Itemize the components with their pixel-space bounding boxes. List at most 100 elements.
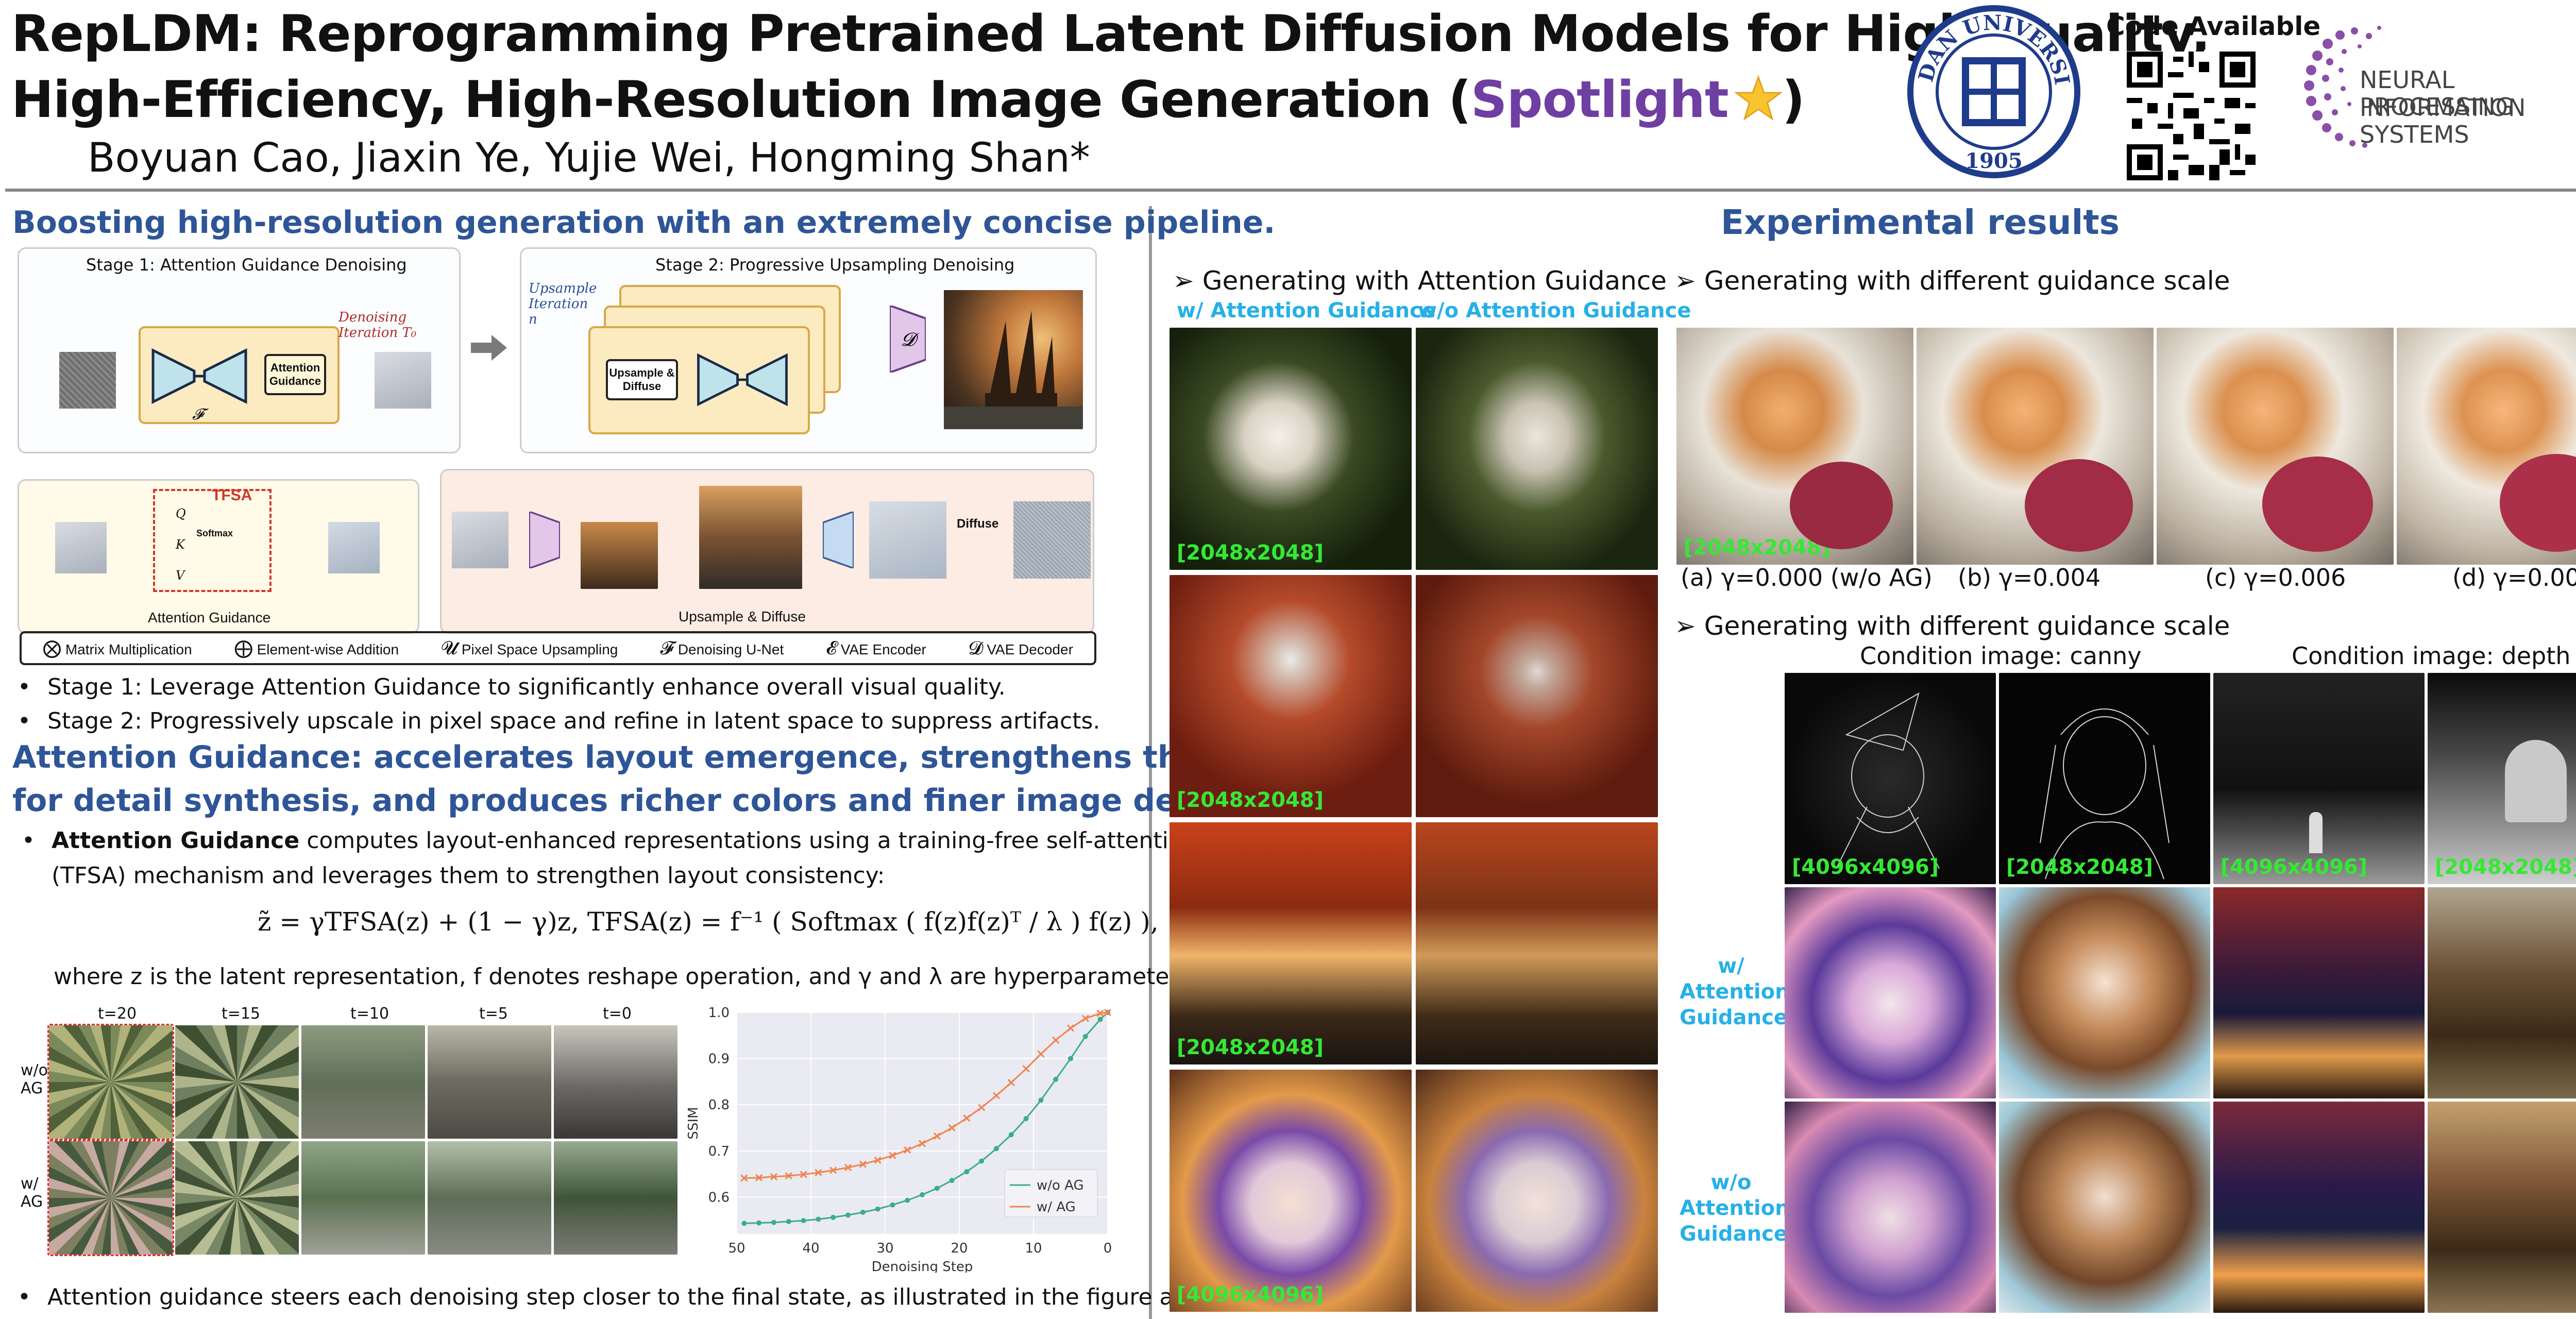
series-0-point-10 xyxy=(890,1202,895,1208)
author-list: Boyuan Cao, Jiaxin Ye, Yujie Wei, Hongmi… xyxy=(88,135,1090,181)
series-1-point-2 xyxy=(770,1173,778,1180)
car-wag-t0 xyxy=(554,1141,677,1255)
stage1-panel: Stage 1: Attention Guidance Denoising At… xyxy=(18,247,461,453)
res-tag-forest: [2048x2048] xyxy=(1177,1036,1324,1059)
neurips-line-1: NEURAL INFORMATION xyxy=(2360,66,2526,122)
q-label: Q xyxy=(176,506,186,521)
z0-image xyxy=(375,352,431,409)
car-woag-t15 xyxy=(175,1025,299,1139)
series-0-point-9 xyxy=(875,1206,880,1212)
y-tick-label-3: 0.9 xyxy=(708,1052,730,1067)
row-label-wag: w/ AG xyxy=(21,1175,43,1211)
experimental-results-heading: Experimental results xyxy=(1721,202,2120,242)
stage1-title: Stage 1: Attention Guidance Denoising xyxy=(86,255,407,275)
upsample-diffuse-detail: Diffuse Upsample & Diffuse xyxy=(440,469,1094,634)
series-0-point-19 xyxy=(1023,1116,1029,1122)
astronaut-wag: [2048x2048] xyxy=(1170,575,1412,817)
condition-canny-label: Condition image: canny xyxy=(1860,642,2142,670)
forest-woag xyxy=(1416,822,1658,1064)
upsample-diffuse-detail-label: Upsample & Diffuse xyxy=(679,608,806,624)
row-label-wag-right: w/ Attention Guidance xyxy=(1680,953,1790,1030)
row-wag-l2: Attention xyxy=(1680,980,1790,1004)
series-0-point-1 xyxy=(756,1220,762,1226)
guidance-scale-heading-2-text: Generating with different guidance scale xyxy=(1704,611,2230,641)
guidance-scale-heading-1: ➢ Generating with different guidance sca… xyxy=(1674,266,2230,296)
caption-gamma-0: (a) γ=0.000 (w/o AG) xyxy=(1681,564,1933,591)
series-1-point-25 xyxy=(1104,1008,1112,1017)
stacked-unet-1: Upsample & Diffuse xyxy=(588,326,810,434)
y-tick-label-2: 0.8 xyxy=(708,1097,730,1113)
ag-rest-1: computes layout-enhanced representations… xyxy=(299,827,1197,854)
series-1-point-14 xyxy=(948,1124,956,1132)
row-woag-l1: w/o xyxy=(1710,1171,1752,1194)
row-wag-l3: Guidance xyxy=(1680,1006,1788,1029)
series-1-point-17 xyxy=(992,1092,1001,1100)
ag-bold: Attention Guidance xyxy=(52,827,300,854)
series-1-point-19 xyxy=(1022,1065,1030,1073)
softmax-label: Softmax xyxy=(196,528,233,538)
series-0-point-21 xyxy=(1053,1076,1059,1082)
series-1-point-1 xyxy=(755,1174,763,1181)
series-0-point-24 xyxy=(1097,1017,1103,1022)
title-line-1: RepLDM: Reprogramming Pretrained Latent … xyxy=(11,5,2211,63)
series-1-point-11 xyxy=(904,1146,911,1154)
res-tag-depth-1: [4096x4096] xyxy=(2221,855,2368,879)
series-1-point-13 xyxy=(933,1132,941,1140)
row-woag-l3: Guidance xyxy=(1680,1222,1788,1246)
timestep-grid: t=20 t=15 t=10 t=5 t=0 w/o AG w/ AG xyxy=(21,1005,677,1262)
series-1-point-12 xyxy=(918,1140,926,1147)
car-woag-t5 xyxy=(428,1025,551,1139)
title-line-2: High-Efficiency, High-Resolution Image G… xyxy=(11,67,2210,133)
y-tick-label-1: 0.7 xyxy=(708,1144,730,1159)
ag-rest-2: (TFSA) mechanism and leverages them to s… xyxy=(52,863,885,889)
gen-city-wag xyxy=(2213,887,2425,1098)
row-label-woag-right: w/o Attention Guidance xyxy=(1680,1170,1790,1247)
arrow-right-icon xyxy=(471,335,507,361)
series-0-point-8 xyxy=(860,1209,866,1215)
series-1-point-9 xyxy=(874,1156,882,1164)
ssim-chart-svg: 0.6 0.7 0.8 0.9 1.0 50 40 30 20 10 0 Denoising Step… xyxy=(686,1005,1112,1275)
guidance-scale-heading-2: ➢ Generating with different guidance sca… xyxy=(1674,611,2230,641)
header-divider xyxy=(5,189,2576,192)
noise-image xyxy=(59,352,116,409)
canny-witch: [4096x4096] xyxy=(1785,673,1996,884)
row-label-woag: w/o AG xyxy=(21,1061,48,1097)
series-0-point-2 xyxy=(771,1220,776,1225)
series-0-point-20 xyxy=(1038,1097,1044,1103)
latent-encoded-image xyxy=(869,501,946,579)
column-divider xyxy=(1149,206,1152,1319)
upsample-diffuse-box: Upsample & Diffuse xyxy=(606,359,678,400)
col-label-woag: w/o Attention Guidance xyxy=(1418,299,1691,323)
series-0-point-0 xyxy=(741,1221,747,1226)
caption-gamma-009: (d) γ=0.009 xyxy=(2452,564,2576,591)
gen-city-woag xyxy=(2213,1102,2425,1313)
x-axis-label: Denoising Step xyxy=(872,1259,973,1273)
stage2-panel: Stage 2: Progressive Upsampling Denoisin… xyxy=(520,247,1097,453)
tfsa-equation: z̃ = γTFSA(z) + (1 − γ)z, TFSA(z) = f⁻¹ … xyxy=(258,907,1159,937)
qr-code[interactable] xyxy=(2127,52,2256,180)
x-tick-label-3: 20 xyxy=(951,1241,968,1256)
series-1-point-10 xyxy=(889,1152,896,1159)
vae-decoder-icon xyxy=(529,512,560,568)
astronaut-woag xyxy=(1416,575,1658,817)
k-label: K xyxy=(176,537,185,552)
arrow-head-icon-3: ➢ xyxy=(1674,611,1704,641)
anime-girl-wag: [4096x4096] xyxy=(1170,1070,1412,1312)
canny-girl: [2048x2048] xyxy=(1999,673,2210,884)
neurips-line-2: PROCESSING SYSTEMS xyxy=(2360,93,2514,148)
star-icon xyxy=(1734,75,1782,121)
unet-symbol: 𝓕 xyxy=(192,405,204,424)
cat-gamma-009 xyxy=(2397,328,2576,565)
sec2-title-line-2: for detail synthesis, and produces riche… xyxy=(12,783,1263,819)
vae-encoder-icon xyxy=(823,512,854,568)
unet-box: Attention Guidance 𝓕 xyxy=(139,326,340,424)
denoising-iteration-label: Denoising Iteration T₀ xyxy=(338,310,417,341)
symbol-legend: ⨂ Matrix Multiplication ⨁ Element-wise A… xyxy=(20,631,1096,665)
arrow-head-icon: ➢ xyxy=(1173,266,1202,296)
stage1-bullet: Stage 1: Leverage Attention Guidance to … xyxy=(18,670,1006,705)
series-0-point-5 xyxy=(816,1216,821,1222)
forest-wag: [2048x2048] xyxy=(1170,822,1412,1064)
final-bullet: Attention guidance steers each denoising… xyxy=(18,1280,1236,1315)
stage2-bullet: Stage 2: Progressively upscale in pixel … xyxy=(18,704,1100,739)
series-0-point-12 xyxy=(920,1192,925,1197)
